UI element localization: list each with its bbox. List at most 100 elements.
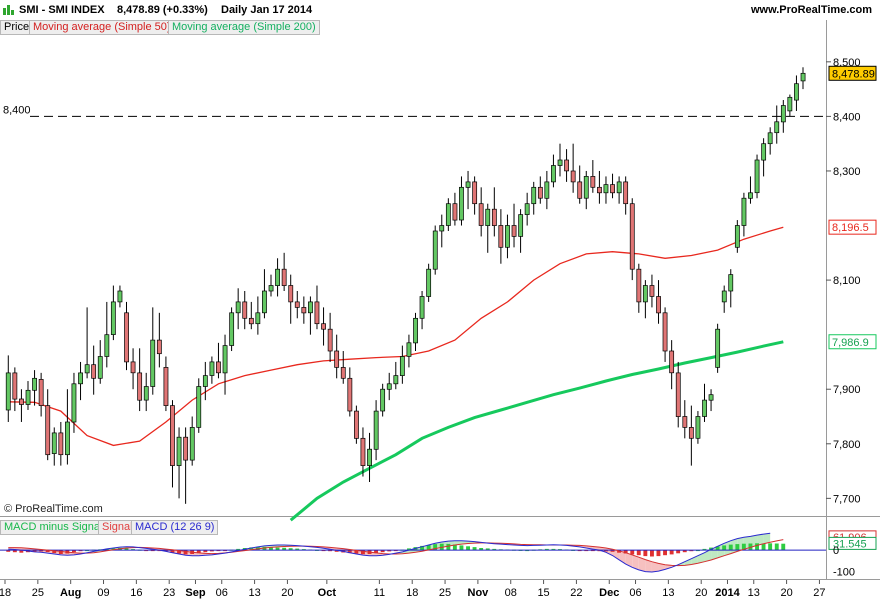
candle	[110, 301, 116, 335]
candle	[248, 317, 254, 325]
candle	[183, 436, 189, 461]
candle	[163, 367, 169, 406]
candle	[774, 121, 780, 134]
candle	[156, 339, 162, 355]
macd-hist-bar	[249, 547, 254, 551]
candle	[505, 225, 510, 248]
candle	[695, 416, 701, 439]
candle	[308, 301, 313, 314]
candle	[741, 197, 747, 226]
macd-hist-bar	[361, 550, 365, 555]
macd-signal-fill	[645, 559, 652, 572]
macd-hist-bar	[689, 550, 694, 552]
candle	[590, 176, 596, 188]
date-tick-label: 11	[374, 587, 385, 599]
macd-hist-bar	[452, 544, 457, 551]
macd-hist-bar	[741, 543, 746, 551]
candle	[478, 203, 484, 226]
legend-ma50[interactable]: Moving average (Simple 50)	[29, 20, 175, 35]
candle	[524, 203, 530, 215]
legend-macd-hist[interactable]: MACD minus Signal	[0, 520, 107, 535]
candle	[117, 290, 123, 303]
macd-hist-bar	[492, 548, 497, 551]
macd-tick-label: -100	[833, 567, 855, 579]
candle	[51, 432, 57, 454]
macd-hist-bar	[354, 550, 359, 554]
date-tick-label: 06	[216, 587, 228, 599]
macd-signal-fill	[632, 554, 639, 570]
macd-hist-bar	[630, 550, 635, 555]
price-tick-label: 7,700	[833, 493, 861, 505]
candle	[137, 372, 143, 401]
last-price-badge-text: 8,478.89	[832, 68, 875, 80]
candle	[721, 290, 727, 303]
candle	[787, 96, 793, 112]
candle	[564, 159, 569, 172]
macd-tick-label: 0	[833, 545, 839, 557]
legend-macd[interactable]: MACD (12 26 9)	[131, 520, 219, 535]
macd-hist-bar	[387, 550, 392, 552]
candle	[294, 301, 300, 308]
price-tick-label: 7,800	[833, 439, 861, 451]
macd-hist-bar	[196, 550, 201, 554]
macd-hist-bar	[728, 544, 733, 551]
candle	[557, 159, 563, 166]
candle	[202, 375, 208, 387]
candle	[170, 405, 175, 466]
index-icon	[3, 5, 15, 15]
macd-hist-bar	[52, 550, 57, 554]
macd-hist-bar	[78, 550, 83, 552]
macd-hist-bar	[623, 550, 628, 554]
macd-signal-fill	[763, 533, 771, 544]
date-tick-label: 22	[570, 587, 582, 599]
date-tick-label: 13	[748, 587, 760, 599]
candle	[603, 184, 609, 194]
date-tick-label: 06	[629, 587, 641, 599]
last-price-badge	[828, 65, 877, 81]
candle	[25, 389, 31, 405]
candle	[669, 350, 675, 374]
candle	[78, 372, 83, 385]
candle	[702, 399, 707, 417]
macd-hist-bar	[748, 543, 753, 551]
candle	[327, 328, 333, 352]
candle	[367, 448, 372, 466]
macd-hist-bar	[420, 545, 424, 551]
macd-signal-fill	[757, 534, 764, 546]
macd-hist-bar	[610, 550, 615, 552]
candle	[38, 379, 44, 406]
macd-hist-bar	[722, 545, 727, 551]
macd-hist-bar	[663, 550, 667, 556]
legend-signal[interactable]: Signal	[98, 520, 137, 535]
site-link[interactable]: www.ProRealTime.com	[750, 4, 872, 16]
candle	[715, 328, 721, 368]
candle	[597, 186, 602, 194]
macd-hist-bar	[715, 546, 720, 551]
legend-ma200[interactable]: Moving average (Simple 200)	[168, 20, 320, 35]
candle	[84, 364, 90, 374]
macd-signal-fill	[684, 558, 692, 566]
macd-signal-fill	[638, 557, 646, 572]
candle	[406, 342, 412, 357]
candle	[176, 436, 182, 466]
candle	[531, 186, 537, 205]
candle	[334, 350, 340, 368]
macd-hist-bar	[163, 550, 168, 552]
price-tick-label: 7,900	[833, 384, 861, 396]
macd-hist-bar	[374, 550, 378, 554]
macd-hist-bar	[656, 550, 661, 557]
candle	[65, 421, 70, 456]
date-tick-label: Aug	[60, 587, 81, 599]
macd-hist-bar	[472, 547, 477, 551]
candle	[386, 383, 392, 390]
macd-hist-bar	[643, 550, 648, 557]
legend-price[interactable]: Price	[0, 20, 34, 35]
macd-signal-fill	[658, 563, 666, 572]
date-tick-label: 16	[130, 587, 142, 599]
candle	[551, 165, 556, 183]
candle	[12, 372, 18, 400]
macd-hist-bar	[209, 550, 214, 552]
macd-signal-fill	[691, 555, 698, 565]
candle	[491, 208, 497, 226]
